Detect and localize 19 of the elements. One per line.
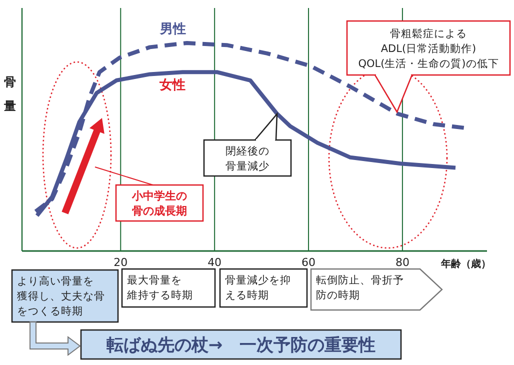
annotation: 骨粗鬆症によるADL(日常活動動作)QOL(生活・生命の質)の低下 [346, 20, 511, 114]
x-tick-label: 20 [114, 256, 128, 269]
annotation: より高い骨量を獲得し、丈夫な骨をつくる時期 [11, 269, 119, 323]
annotation: 転倒防止、骨折予防の時期 [310, 268, 443, 311]
annotation: 小中学生の骨の成長期 [131, 189, 187, 218]
annotation: 骨粗鬆症によるADL(日常活動動作)QOL(生活・生命の質)の低下 [358, 26, 499, 70]
x-axis-title: 年齢（歳） [440, 258, 491, 270]
series-label: 女性 [158, 78, 186, 94]
y-axis-title: 骨量 [3, 75, 16, 113]
x-tick-label: 40 [208, 256, 222, 269]
annotation: 閉経後の骨量減少 [226, 145, 270, 172]
annotation: 骨量減少を抑える時期 [219, 268, 308, 308]
annotation: 転ばぬ先の杖→ 一次予防の重要性 [80, 329, 402, 360]
annotation: 小中学生の骨の成長期 [94, 166, 204, 222]
annotation: 閉経後の骨量減少 [203, 112, 292, 177]
series-label: 男性 [158, 22, 186, 37]
annotation: 最大骨量を維持する時期 [121, 268, 216, 308]
x-tick-label: 60 [302, 256, 316, 269]
x-tick-label: 80 [395, 256, 410, 269]
